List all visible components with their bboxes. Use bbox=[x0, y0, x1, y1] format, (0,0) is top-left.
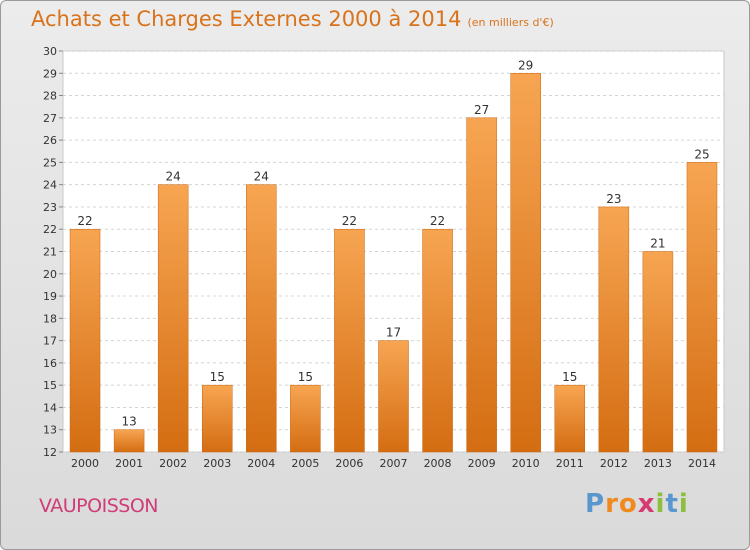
x-tick-label: 2000 bbox=[71, 457, 99, 470]
y-tick-label: 16 bbox=[43, 357, 57, 370]
bar bbox=[554, 384, 586, 453]
bar bbox=[290, 384, 321, 453]
x-tick-label: 2005 bbox=[291, 457, 319, 470]
bar-chart: 12 13 14 15 16 17 18 19 20 21 22 23 24 25 26 27 28 29 30 2… bbox=[43, 45, 725, 470]
data-label: 13 bbox=[121, 415, 136, 429]
bar bbox=[334, 228, 365, 453]
data-label: 17 bbox=[386, 326, 401, 340]
y-tick-label: 20 bbox=[43, 268, 57, 281]
y-tick-label: 28 bbox=[43, 90, 57, 103]
data-label: 22 bbox=[77, 214, 92, 228]
bar bbox=[157, 184, 189, 453]
data-label: 15 bbox=[562, 370, 577, 384]
bar bbox=[598, 206, 630, 453]
chart-subtitle: (en milliers d'€) bbox=[467, 16, 554, 29]
x-tick-label: 2002 bbox=[159, 457, 187, 470]
bar bbox=[69, 228, 101, 453]
x-tick-label: 2008 bbox=[424, 457, 452, 470]
x-tick-label: 2009 bbox=[468, 457, 496, 470]
bar bbox=[378, 340, 409, 453]
data-label: 23 bbox=[606, 192, 621, 206]
bar bbox=[422, 228, 453, 453]
y-tick-label: 29 bbox=[43, 67, 57, 80]
bar bbox=[510, 73, 541, 453]
data-label: 24 bbox=[254, 170, 269, 184]
bar bbox=[642, 251, 674, 453]
x-tick-label: 2004 bbox=[247, 457, 275, 470]
proxiti-logo: Proxiti bbox=[585, 489, 689, 519]
bar bbox=[686, 162, 718, 453]
y-tick-label: 12 bbox=[43, 446, 57, 459]
y-tick-label: 25 bbox=[43, 156, 57, 169]
data-label: 15 bbox=[298, 370, 313, 384]
x-tick-label: 2001 bbox=[115, 457, 143, 470]
bar bbox=[113, 429, 145, 453]
y-tick-label: 14 bbox=[43, 401, 57, 414]
x-axis-ticks: 2000 2001 2002 2003 2004 2005 2006 2007 2008 2009… bbox=[71, 457, 716, 470]
y-tick-label: 15 bbox=[43, 379, 57, 392]
y-tick-label: 19 bbox=[43, 290, 57, 303]
x-tick-label: 2007 bbox=[380, 457, 408, 470]
data-label: 25 bbox=[694, 147, 709, 161]
x-tick-label: 2006 bbox=[335, 457, 363, 470]
y-tick-label: 13 bbox=[43, 424, 57, 437]
data-labels: 22 13 24 15 24 15 22 17 22 27 29 15 23 21 25 bbox=[77, 58, 709, 428]
data-label: 15 bbox=[210, 370, 225, 384]
x-tick-label: 2012 bbox=[600, 457, 628, 470]
y-tick-label: 26 bbox=[43, 134, 57, 147]
x-tick-label: 2010 bbox=[512, 457, 540, 470]
y-tick-label: 27 bbox=[43, 112, 57, 125]
y-tick-label: 18 bbox=[43, 312, 57, 325]
chart-title-text: Achats et Charges Externes 2000 à 2014 bbox=[31, 7, 462, 31]
bar bbox=[466, 117, 497, 453]
x-tick-label: 2003 bbox=[203, 457, 231, 470]
y-tick-label: 30 bbox=[43, 45, 57, 58]
bar bbox=[201, 384, 233, 453]
x-tick-label: 2011 bbox=[556, 457, 584, 470]
data-label: 29 bbox=[518, 58, 533, 72]
y-tick-label: 24 bbox=[43, 179, 57, 192]
y-axis-ticks: 12 13 14 15 16 17 18 19 20 21 22 23 24 25 26 27 28 29 30 bbox=[43, 45, 63, 459]
y-tick-label: 17 bbox=[43, 335, 57, 348]
data-label: 21 bbox=[650, 237, 665, 251]
data-label: 27 bbox=[474, 103, 489, 117]
bars bbox=[69, 73, 718, 453]
x-tick-label: 2013 bbox=[644, 457, 672, 470]
x-tick-label: 2014 bbox=[688, 457, 716, 470]
y-tick-label: 23 bbox=[43, 201, 57, 214]
y-tick-label: 22 bbox=[43, 223, 57, 236]
data-label: 22 bbox=[430, 214, 445, 228]
data-label: 24 bbox=[166, 170, 181, 184]
y-tick-label: 21 bbox=[43, 246, 57, 259]
commune-name: VAUPOISSON bbox=[39, 495, 159, 517]
data-label: 22 bbox=[342, 214, 357, 228]
bar bbox=[246, 184, 277, 453]
chart-title: Achats et Charges Externes 2000 à 2014 (e… bbox=[31, 7, 554, 31]
